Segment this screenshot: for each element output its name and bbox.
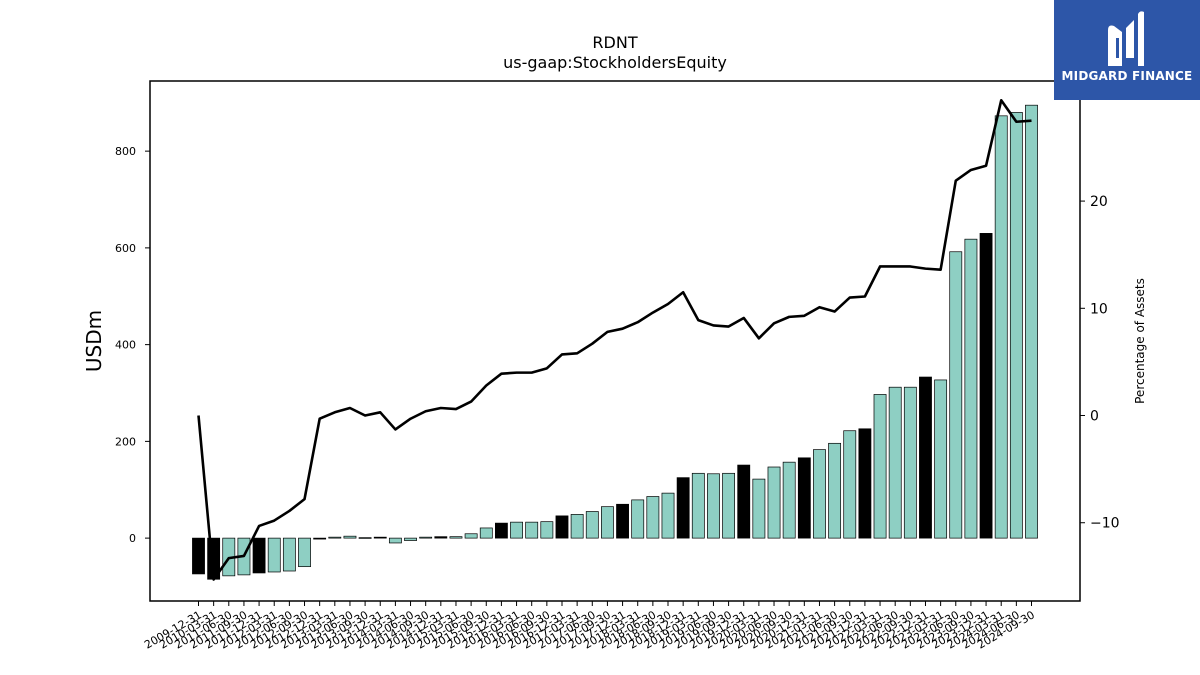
bar-2016-06-30 (585, 511, 599, 539)
bar-2021-12-31 (919, 376, 932, 539)
bar-2015-09-30 (540, 521, 554, 539)
bar-2014-12-31 (495, 522, 508, 539)
bar-2012-03-31 (328, 536, 342, 539)
left-tick-label: 0 (129, 532, 136, 545)
left-tick-label: 800 (115, 145, 136, 158)
bar-2014-06-30 (464, 533, 478, 539)
bar-2022-03-31 (934, 379, 948, 539)
bar-2018-09-30 (722, 472, 736, 539)
bar-2022-06-30 (949, 251, 963, 539)
bar-2011-06-30 (282, 537, 296, 572)
brand-logo-text: MIDGARD FINANCE (1061, 69, 1193, 83)
right-axis: −100102030 (1080, 87, 1120, 532)
bar-2013-12-31 (434, 536, 448, 539)
right-tick-label: −10 (1090, 516, 1120, 532)
bar-2019-12-31 (797, 457, 811, 539)
bar-2023-03-31 (994, 115, 1008, 539)
brand-logo-icon (1108, 11, 1144, 67)
left-tick-label: 600 (115, 242, 136, 255)
bar-2017-03-31 (631, 499, 645, 539)
bar-2023-09-30 (1025, 104, 1038, 539)
bar-2019-06-30 (767, 466, 781, 539)
left-axis: 0 200 400 600 800 (115, 145, 150, 545)
plot-frame (149, 80, 1081, 602)
chart-title: RDNT (592, 33, 637, 52)
bar-2014-09-30 (479, 527, 493, 539)
bar-2020-12-31 (858, 428, 872, 539)
bar-2018-03-31 (691, 472, 705, 539)
percentage-line (197, 99, 1032, 581)
bar-2020-03-31 (813, 449, 826, 539)
bar-2016-03-31 (570, 514, 584, 539)
bar-2021-09-30 (903, 386, 917, 539)
bar-2017-06-30 (646, 496, 660, 539)
bar-2015-12-31 (555, 515, 569, 539)
bar-2020-09-30 (843, 430, 857, 539)
right-tick-label: 0 (1090, 409, 1099, 425)
bar-2012-12-31 (373, 536, 387, 539)
bar-2013-09-30 (419, 536, 433, 539)
bar-2018-06-30 (707, 473, 720, 539)
right-tick-label: 20 (1090, 194, 1108, 210)
bar-2013-06-30 (404, 537, 417, 541)
bar-2011-03-31 (267, 537, 281, 573)
bar-2013-03-31 (388, 537, 402, 544)
bar-2015-03-31 (510, 521, 523, 539)
chart-subtitle: us-gaap:StockholdersEquity (503, 53, 727, 72)
bar-2017-12-31 (676, 477, 690, 539)
bar-2023-06-30 (1009, 112, 1023, 539)
bar-2017-09-30 (661, 492, 675, 539)
y-axis-left-label: USDm (82, 310, 106, 372)
brand-logo: MIDGARD FINANCE (1054, 0, 1200, 100)
bar-2018-12-31 (737, 464, 751, 539)
bar-2014-03-31 (449, 536, 463, 539)
bar-2009-12-31 (192, 537, 205, 575)
bar-2020-06-30 (828, 442, 842, 539)
bar-2010-12-31 (252, 537, 266, 574)
bar-2011-12-31 (313, 537, 327, 540)
bar-2016-12-31 (616, 503, 629, 539)
bar-2015-06-30 (525, 521, 539, 539)
bar-2021-03-31 (873, 394, 887, 539)
bar-2019-03-31 (752, 478, 766, 539)
bar-2012-06-30 (343, 535, 357, 539)
line-layer (197, 99, 1032, 581)
bars-layer (192, 104, 1038, 580)
bar-2021-06-30 (888, 386, 902, 539)
y-axis-right-label: Percentage of Assets (1133, 278, 1147, 404)
bar-2022-12-31 (979, 233, 993, 539)
bar-2022-09-30 (964, 238, 978, 539)
bar-2019-09-30 (782, 461, 796, 539)
bar-2012-09-30 (358, 537, 372, 539)
bar-2016-09-30 (601, 506, 614, 539)
bar-2011-09-30 (298, 537, 311, 568)
right-tick-label: 10 (1090, 301, 1108, 317)
x-axis: 2009-12-312010-03-312011-06-302011-09-30… (142, 601, 1037, 652)
left-tick-label: 400 (115, 339, 136, 352)
left-tick-label: 200 (115, 435, 136, 448)
